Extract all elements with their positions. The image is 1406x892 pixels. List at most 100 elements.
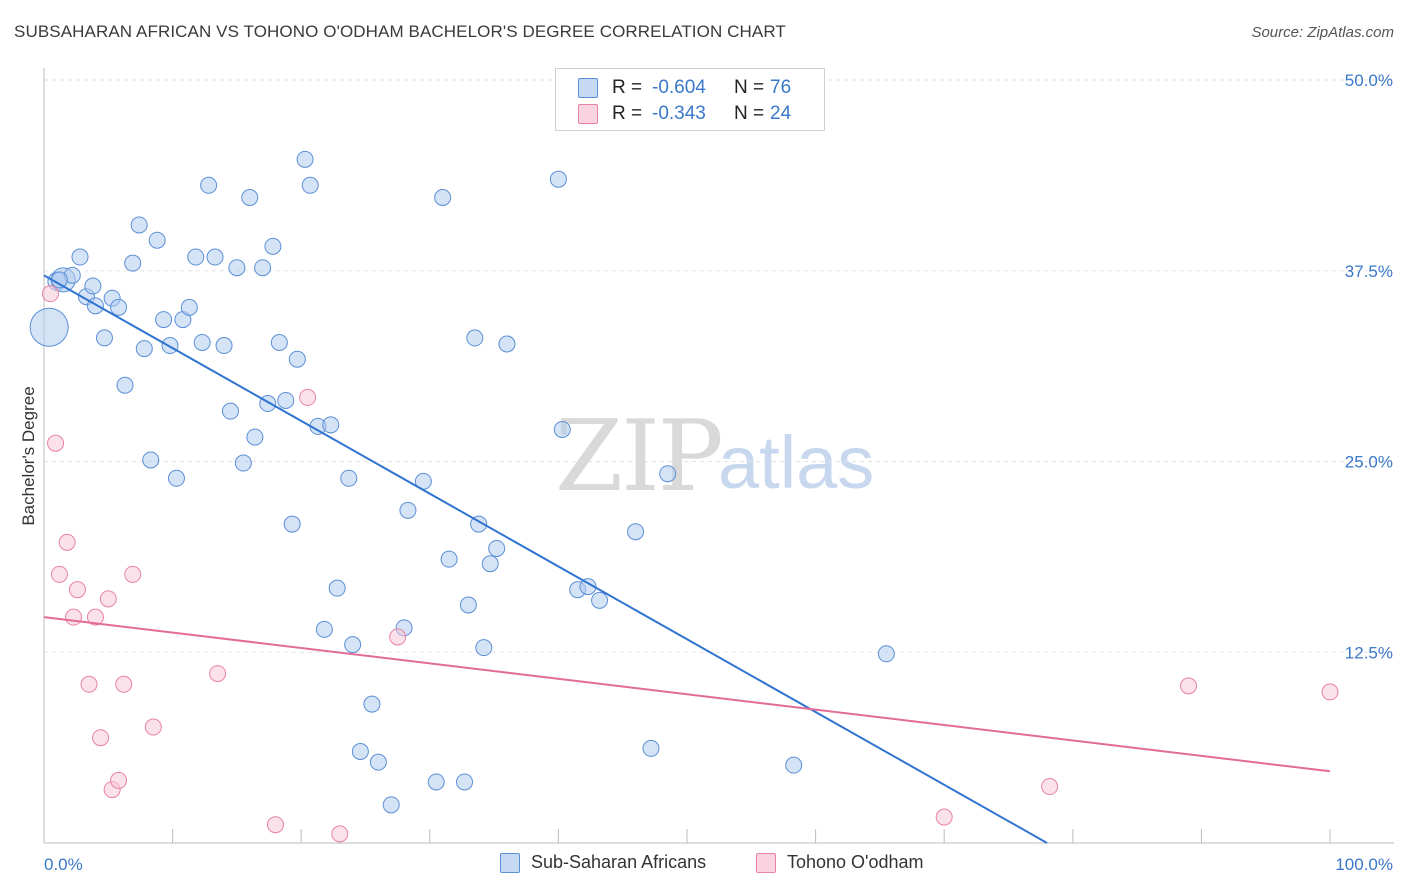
tohono-point [50, 565, 68, 583]
subsaharan-point [84, 277, 102, 295]
watermark-atlas: atlas [718, 421, 875, 504]
subsaharan-point [351, 742, 369, 760]
tohono-point [47, 434, 65, 452]
subsaharan-point [296, 150, 314, 168]
subsaharan-point [877, 645, 895, 663]
subsaharan-point [344, 636, 362, 654]
subsaharan-point [328, 579, 346, 597]
x-tick-label: 0.0% [44, 855, 83, 874]
subsaharan-point [124, 254, 142, 272]
bottom-legend-swatch-subsaharan [500, 852, 520, 873]
subsaharan-point [221, 402, 239, 420]
legend-n-label: N = [734, 77, 765, 98]
subsaharan-point [382, 796, 400, 814]
tohono-point [124, 565, 142, 583]
subsaharan-point [363, 695, 381, 713]
subsaharan-point [488, 539, 506, 557]
tohono-point [1180, 677, 1198, 695]
subsaharan-point [234, 454, 252, 472]
subsaharan-point [180, 298, 198, 316]
subsaharan-point [475, 639, 493, 657]
subsaharan-point [642, 739, 660, 757]
subsaharan-point [71, 248, 89, 266]
tohono-point [110, 771, 128, 789]
subsaharan-point [591, 591, 609, 609]
subsaharan-point [659, 465, 677, 483]
subsaharan-point [553, 420, 571, 438]
tohono-point [1041, 778, 1059, 796]
subsaharan-point [264, 237, 282, 255]
legend-n-value: 24 [770, 103, 792, 124]
subsaharan-point [340, 469, 358, 487]
y-tick-label: 25.0% [1345, 453, 1393, 472]
tohono-point [86, 608, 104, 626]
subsaharan-point [95, 329, 113, 347]
legend-swatch-subsaharan [578, 78, 598, 98]
tohono-point [935, 808, 953, 826]
subsaharan-point [288, 350, 306, 368]
stats-legend: R = -0.604 N = 76 R = -0.343 N = 24 [555, 68, 825, 131]
tohono-point [331, 825, 349, 843]
subsaharan-point [228, 259, 246, 277]
subsaharan-point [246, 428, 264, 446]
tohono-point [115, 675, 133, 693]
x-tick-label: 100.0% [1335, 855, 1393, 874]
subsaharan-point [498, 335, 516, 353]
subsaharan-point [466, 329, 484, 347]
subsaharan-point [148, 231, 166, 249]
subsaharan-point [627, 523, 645, 541]
chart-title: SUBSAHARAN AFRICAN VS TOHONO O'ODHAM BAC… [14, 22, 786, 41]
subsaharan-point [206, 248, 224, 266]
tohono-point [41, 285, 59, 303]
tohono-point [99, 590, 117, 608]
subsaharan-point [110, 298, 128, 316]
bottom-legend-subsaharan: Sub-Saharan Africans [500, 852, 706, 873]
bottom-legend-label-tohono: Tohono O'odham [787, 852, 924, 872]
subsaharan-point [135, 340, 153, 358]
y-axis-label: Bachelor's Degree [19, 386, 38, 525]
tohono-point [58, 533, 76, 551]
subsaharan-point [277, 391, 295, 409]
subsaharan-point [785, 756, 803, 774]
bottom-legend-swatch-tohono [756, 852, 776, 873]
legend-row-tohono: R = -0.343 N = 24 [578, 102, 791, 126]
subsaharan-point [481, 555, 499, 573]
subsaharan-point [142, 451, 160, 469]
subsaharan-point [549, 170, 567, 188]
legend-n-label: N = [734, 103, 765, 124]
y-tick-label: 50.0% [1345, 71, 1393, 90]
subsaharan-point [459, 596, 477, 614]
subsaharan-point [301, 176, 319, 194]
tohono-point [266, 816, 284, 834]
legend-row-subsaharan: R = -0.604 N = 76 [578, 76, 791, 100]
subsaharan-point [369, 753, 387, 771]
subsaharan-point [440, 550, 458, 568]
tohono-point [80, 675, 98, 693]
subsaharan-point [215, 337, 233, 355]
subsaharan-point [29, 307, 69, 347]
subsaharan-point [456, 773, 474, 791]
subsaharan-point [116, 376, 134, 394]
tohono-point [65, 608, 83, 626]
subsaharan-point [187, 248, 205, 266]
subsaharan-point [315, 620, 333, 638]
tohono-point [144, 718, 162, 736]
legend-r-value: -0.343 [652, 103, 706, 124]
subsaharan-point [434, 189, 452, 207]
subsaharan-point [193, 333, 211, 351]
y-tick-label: 37.5% [1345, 262, 1393, 281]
legend-r-label: R = [612, 77, 643, 98]
legend-swatch-tohono [578, 104, 598, 124]
subsaharan-point [155, 311, 173, 329]
subsaharan-trend-line [43, 274, 1048, 844]
watermark-zip: ZIP [555, 400, 724, 514]
tohono-point [1321, 683, 1339, 701]
tohono-point [209, 665, 227, 683]
tohono-point [389, 628, 407, 646]
bottom-legend-label-subsaharan: Sub-Saharan Africans [531, 852, 707, 872]
subsaharan-point [270, 333, 288, 351]
subsaharan-point [130, 216, 148, 234]
tohono-point [68, 581, 86, 599]
subsaharan-point [200, 176, 218, 194]
